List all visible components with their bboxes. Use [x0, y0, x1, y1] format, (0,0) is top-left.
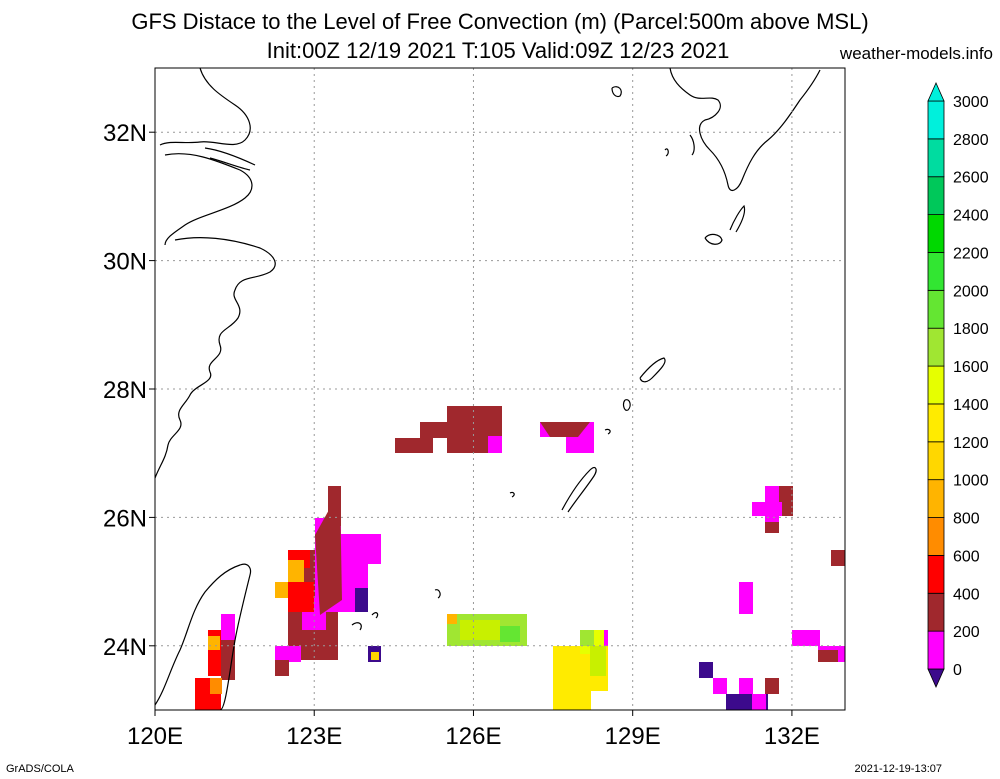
colorbar-label: 1600 [953, 359, 989, 376]
convection-field [195, 406, 845, 710]
colorbar-bin [927, 517, 945, 556]
coastline-misc [351, 589, 441, 631]
colorbar-label: 200 [953, 624, 980, 641]
field-patch-central [447, 614, 527, 646]
coastlines [155, 68, 821, 710]
coastline-taiwan [155, 563, 252, 710]
lon-label: 123E [286, 723, 342, 750]
software-credit: GrADS/COLA [6, 763, 74, 775]
colorbar-bin [927, 479, 945, 518]
colorbar-label: 2200 [953, 245, 989, 262]
lat-label: 26N [103, 505, 147, 532]
coastline-islands-north [611, 86, 746, 245]
colorbar-bin [927, 138, 945, 178]
colorbar-bin [927, 555, 945, 594]
colorbar-label: 2600 [953, 170, 989, 187]
lon-label: 120E [127, 723, 183, 750]
coastline-ryukyu [509, 357, 666, 513]
colorbar-arrow-low [927, 668, 945, 688]
coastline-kyushu [669, 68, 821, 192]
field-patch-north [395, 406, 594, 453]
lat-label: 28N [103, 377, 147, 404]
colorbar-bin [927, 214, 945, 253]
colorbar-label: 400 [953, 586, 980, 603]
colorbar-label: 1000 [953, 473, 989, 490]
gridlines [155, 68, 845, 710]
colorbar-bin [927, 289, 945, 329]
lon-label: 126E [445, 723, 501, 750]
axes: 120E 123E 126E 129E 132E 24N 26N 28N 30N 32N [103, 120, 820, 750]
colorbar-bin [927, 252, 945, 291]
colorbar-label: 3000 [953, 94, 989, 111]
coastline-china [155, 68, 276, 479]
colorbar-label: 1400 [953, 397, 989, 414]
colorbar-label: 1200 [953, 435, 989, 452]
lat-label: 32N [103, 120, 147, 147]
field-patch-southeast [553, 630, 608, 710]
field-patch-taiwan [195, 614, 235, 710]
lat-label: 24N [103, 634, 147, 661]
lon-label: 129E [605, 723, 661, 750]
colorbar-label: 2000 [953, 283, 989, 300]
colorbar-bin [927, 592, 945, 632]
site-credit: weather-models.info [839, 44, 993, 63]
field-patch-east [699, 486, 845, 710]
colorbar-bin [927, 327, 945, 367]
lon-label: 132E [764, 723, 820, 750]
colorbar-label: 1800 [953, 321, 989, 338]
colorbar-arrow-high [927, 82, 945, 102]
field-patch-taiwan-east [275, 486, 381, 676]
colorbar-bin [927, 100, 945, 140]
colorbar-label: 600 [953, 548, 980, 565]
colorbar-label: 0 [953, 662, 962, 679]
colorbar-bin [927, 630, 945, 670]
lat-label: 30N [103, 249, 147, 276]
colorbar: 0 200 400 600 800 1000 1200 1400 1600 1800 2000 220… [927, 82, 989, 688]
generation-timestamp: 2021-12-19-13:07 [854, 763, 942, 775]
map-subtitle: Init:00Z 12/19 2021 T:105 Valid:09Z 12/2… [266, 38, 730, 63]
colorbar-bin [927, 403, 945, 443]
colorbar-label: 2400 [953, 208, 989, 225]
colorbar-bin [927, 176, 945, 216]
colorbar-bin [927, 441, 945, 481]
colorbar-label: 2800 [953, 132, 989, 149]
colorbar-bin [927, 365, 945, 405]
colorbar-label: 800 [953, 511, 980, 528]
coastline-yangtze [204, 147, 256, 171]
map-title: GFS Distace to the Level of Free Convect… [131, 9, 869, 34]
